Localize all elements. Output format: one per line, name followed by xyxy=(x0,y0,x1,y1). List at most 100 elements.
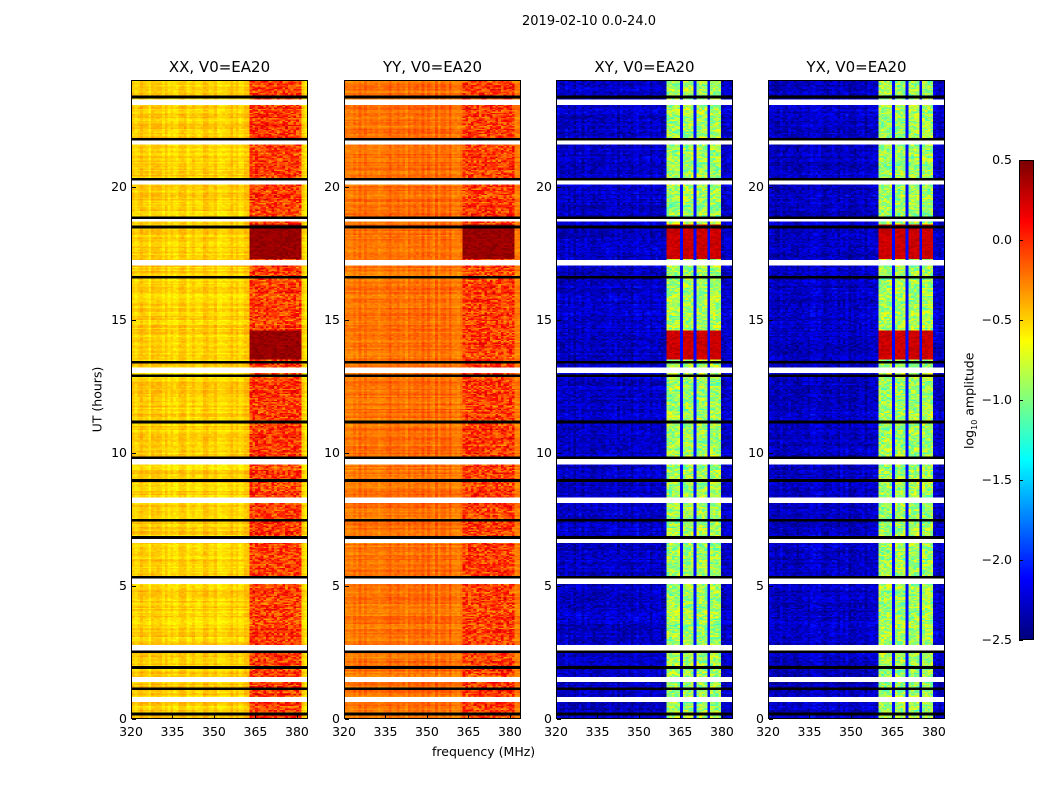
y-tick-mark xyxy=(557,585,561,587)
panel-title: XX, V0=EA20 xyxy=(168,58,271,76)
x-tick-mark xyxy=(385,714,387,718)
y-tick-mark xyxy=(345,719,349,720)
y-tick-mark xyxy=(769,452,773,454)
x-tick-label: 335 xyxy=(797,724,822,739)
heatmap-panel xyxy=(344,80,521,719)
x-axis-label: frequency (MHz) xyxy=(432,744,536,759)
y-tick-mark xyxy=(769,319,773,321)
x-tick-label: 350 xyxy=(415,724,439,739)
x-tick-mark xyxy=(426,714,428,718)
y-tick-mark xyxy=(132,719,136,720)
x-tick-label: 350 xyxy=(627,724,651,739)
y-tick-label: 5 xyxy=(544,577,552,593)
y-tick-mark xyxy=(557,719,561,720)
y-tick-label: 10 xyxy=(111,444,127,460)
y-tick-mark xyxy=(769,186,773,188)
y-tick-mark xyxy=(132,186,136,188)
y-tick-label: 20 xyxy=(536,178,552,194)
x-tick-label: 350 xyxy=(839,724,863,739)
y-tick-mark xyxy=(557,452,561,454)
x-tick-label: 335 xyxy=(585,724,610,739)
y-tick-label: 15 xyxy=(111,311,127,327)
heatmap-image xyxy=(345,81,520,718)
y-tick-label: 5 xyxy=(756,577,764,593)
x-tick-mark xyxy=(213,714,215,718)
colorbar-label-log: log xyxy=(961,429,977,449)
panel-title: XY, V0=EA20 xyxy=(594,58,695,76)
x-tick-mark xyxy=(933,714,935,718)
colorbar-label-rest: amplitude xyxy=(961,352,977,420)
x-tick-mark xyxy=(556,714,557,718)
x-tick-label: 335 xyxy=(160,724,185,739)
y-tick-label: 5 xyxy=(332,577,340,593)
y-tick-label: 10 xyxy=(748,444,764,460)
x-tick-mark xyxy=(721,714,723,718)
x-tick-mark xyxy=(680,714,682,718)
colorbar-label-sub: 10 xyxy=(969,419,979,430)
panel-title: YX, V0=EA20 xyxy=(806,58,907,76)
colorbar-tick-label: −2.5 xyxy=(981,632,1012,647)
x-tick-label: 320 xyxy=(756,724,780,739)
x-tick-mark xyxy=(597,714,599,718)
x-tick-mark xyxy=(809,714,811,718)
x-tick-label: 380 xyxy=(922,724,946,739)
colorbar-tick-label: −1.0 xyxy=(981,392,1012,407)
x-tick-mark xyxy=(468,714,470,718)
colorbar-tick-mark xyxy=(1019,160,1023,161)
x-tick-label: 365 xyxy=(456,724,481,739)
heatmap-panel xyxy=(768,80,945,719)
x-tick-mark xyxy=(892,714,894,718)
colorbar-tick-label: −0.5 xyxy=(981,312,1012,327)
y-tick-label: 0 xyxy=(119,711,127,726)
colorbar-tick-mark xyxy=(1019,240,1023,241)
heatmap-image xyxy=(557,81,732,718)
colorbar-tick-label: −1.5 xyxy=(981,472,1012,487)
y-tick-mark xyxy=(132,319,136,321)
y-tick-mark xyxy=(132,585,136,587)
y-tick-mark xyxy=(769,719,773,720)
y-tick-label: 0 xyxy=(756,711,764,726)
y-tick-label: 20 xyxy=(748,178,764,194)
y-tick-mark xyxy=(769,585,773,587)
x-tick-mark xyxy=(638,714,640,718)
x-tick-label: 365 xyxy=(668,724,693,739)
x-tick-label: 365 xyxy=(880,724,905,739)
y-tick-label: 5 xyxy=(119,577,127,593)
x-tick-mark xyxy=(172,714,174,718)
x-tick-mark xyxy=(344,714,345,718)
panel-title: YY, V0=EA20 xyxy=(382,58,483,76)
x-tick-label: 335 xyxy=(373,724,398,739)
y-tick-mark xyxy=(345,319,349,321)
y-tick-label: 15 xyxy=(748,311,764,327)
colorbar-tick-mark xyxy=(1019,400,1023,401)
figure-title: 2019-02-10 0.0-24.0 xyxy=(522,14,656,29)
colorbar-tick-mark xyxy=(1019,560,1023,561)
x-tick-mark xyxy=(131,714,132,718)
y-tick-label: 0 xyxy=(332,711,340,726)
x-tick-label: 320 xyxy=(544,724,568,739)
x-tick-mark xyxy=(296,714,298,718)
y-tick-label: 20 xyxy=(111,178,127,194)
y-tick-mark xyxy=(345,585,349,587)
x-tick-label: 320 xyxy=(332,724,356,739)
x-tick-mark xyxy=(255,714,257,718)
x-tick-label: 380 xyxy=(498,724,522,739)
colorbar-tick-label: 0.5 xyxy=(992,152,1012,167)
x-tick-mark xyxy=(850,714,852,718)
colorbar-tick-label: −2.0 xyxy=(981,552,1012,567)
y-tick-mark xyxy=(557,186,561,188)
heatmap-image xyxy=(132,81,307,718)
colorbar-tick-mark xyxy=(1019,480,1023,481)
heatmap-panel xyxy=(131,80,308,719)
x-tick-label: 365 xyxy=(243,724,268,739)
y-tick-label: 20 xyxy=(324,178,340,194)
colorbar-tick-label: 0.0 xyxy=(992,232,1012,247)
x-tick-label: 320 xyxy=(119,724,143,739)
y-tick-mark xyxy=(132,452,136,454)
heatmap-image xyxy=(769,81,944,718)
y-tick-mark xyxy=(557,319,561,321)
colorbar-tick-mark xyxy=(1019,320,1023,321)
x-tick-label: 380 xyxy=(285,724,309,739)
y-tick-label: 15 xyxy=(324,311,340,327)
y-tick-label: 0 xyxy=(544,711,552,726)
